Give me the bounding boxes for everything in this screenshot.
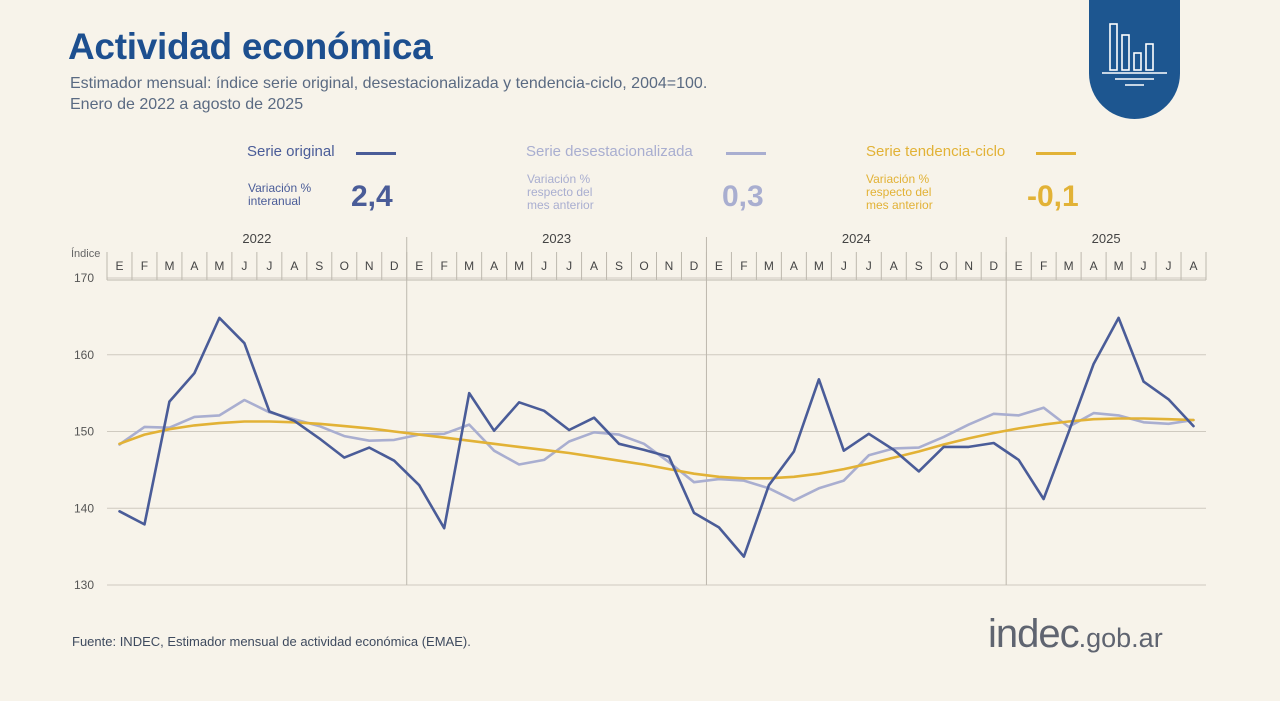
month-tick-label: S	[615, 259, 623, 273]
month-tick-label: J	[841, 259, 847, 273]
month-tick-label: A	[1090, 259, 1098, 273]
month-tick-label: D	[690, 259, 699, 273]
month-tick-label: F	[141, 259, 148, 273]
year-label: 2025	[1092, 231, 1121, 246]
month-tick-label: M	[464, 259, 474, 273]
indec-logo: indec.gob.ar	[988, 612, 1163, 656]
series-line-tendencia-ciclo	[118, 417, 1195, 480]
month-tick-label: A	[290, 259, 298, 273]
month-tick-label: D	[390, 259, 399, 273]
legend-desest-swatch	[726, 152, 766, 155]
legend-original-label: Serie original	[247, 143, 335, 160]
month-tick-label: A	[190, 259, 198, 273]
year-label: 2022	[242, 231, 271, 246]
legend-desest-var-label: Variación % respecto del mes anterior	[527, 172, 594, 212]
year-label: 2024	[842, 231, 871, 246]
indec-badge	[1089, 0, 1180, 119]
legend-tendencia-swatch	[1036, 152, 1076, 155]
legend-tendencia-label: Serie tendencia-ciclo	[866, 143, 1006, 160]
month-tick-label: M	[214, 259, 224, 273]
legend-original-swatch	[356, 152, 396, 155]
month-tick-label: A	[790, 259, 798, 273]
subtitle-line-2: Enero de 2022 a agosto de 2025	[70, 96, 304, 113]
month-tick-label: S	[315, 259, 323, 273]
legend-desest-var-value: 0,3	[722, 180, 764, 213]
month-tick-label: A	[890, 259, 898, 273]
series-line-original	[118, 316, 1195, 558]
month-tick-label: N	[964, 259, 973, 273]
month-tick-label: E	[415, 259, 423, 273]
y-tick-label: 170	[74, 271, 94, 285]
legend-original-var-value: 2,4	[351, 180, 393, 213]
month-tick-label: E	[115, 259, 123, 273]
month-tick-label: O	[340, 259, 349, 273]
month-tick-label: F	[441, 259, 448, 273]
month-tick-label: A	[490, 259, 498, 273]
month-tick-label: O	[939, 259, 948, 273]
month-tick-label: M	[514, 259, 524, 273]
month-tick-label: M	[1114, 259, 1124, 273]
month-tick-label: N	[365, 259, 374, 273]
y-tick-label: 150	[74, 425, 94, 439]
source-note: Fuente: INDEC, Estimador mensual de acti…	[72, 634, 471, 649]
y-tick-label: 130	[74, 578, 94, 592]
month-tick-label: M	[1064, 259, 1074, 273]
month-tick-label: A	[590, 259, 598, 273]
month-tick-label: M	[814, 259, 824, 273]
legend-original-var-label: Variación % interanual	[248, 181, 312, 208]
y-axis-label: Índice	[71, 247, 100, 260]
y-tick-label: 140	[74, 501, 94, 515]
month-tick-label: F	[740, 259, 747, 273]
month-tick-label: J	[866, 259, 872, 273]
bar-chart-icon	[1102, 23, 1167, 86]
y-tick-label: 160	[74, 348, 94, 362]
legend-tendencia-var-value: -0,1	[1027, 180, 1079, 213]
month-tick-label: J	[266, 259, 272, 273]
page-title: Actividad económica	[68, 26, 433, 67]
month-tick-label: E	[1015, 259, 1023, 273]
month-tick-label: N	[665, 259, 674, 273]
month-tick-label: F	[1040, 259, 1047, 273]
legend-desest-label: Serie desestacionalizada	[526, 143, 693, 160]
month-tick-label: O	[639, 259, 648, 273]
month-tick-label: E	[715, 259, 723, 273]
chart-subtitle: Estimador mensual: índice serie original…	[70, 73, 707, 115]
month-tick-label: S	[915, 259, 923, 273]
month-tick-label: A	[1190, 259, 1198, 273]
month-tick-label: J	[541, 259, 547, 273]
month-tick-label: J	[1141, 259, 1147, 273]
month-tick-label: J	[241, 259, 247, 273]
month-tick-label: D	[989, 259, 998, 273]
year-label: 2023	[542, 231, 571, 246]
month-tick-label: J	[566, 259, 572, 273]
month-tick-label: M	[764, 259, 774, 273]
month-tick-label: J	[1166, 259, 1172, 273]
month-tick-label: M	[164, 259, 174, 273]
legend-tendencia-var-label: Variación % respecto del mes anterior	[866, 172, 933, 212]
subtitle-line-1: Estimador mensual: índice serie original…	[70, 75, 708, 92]
